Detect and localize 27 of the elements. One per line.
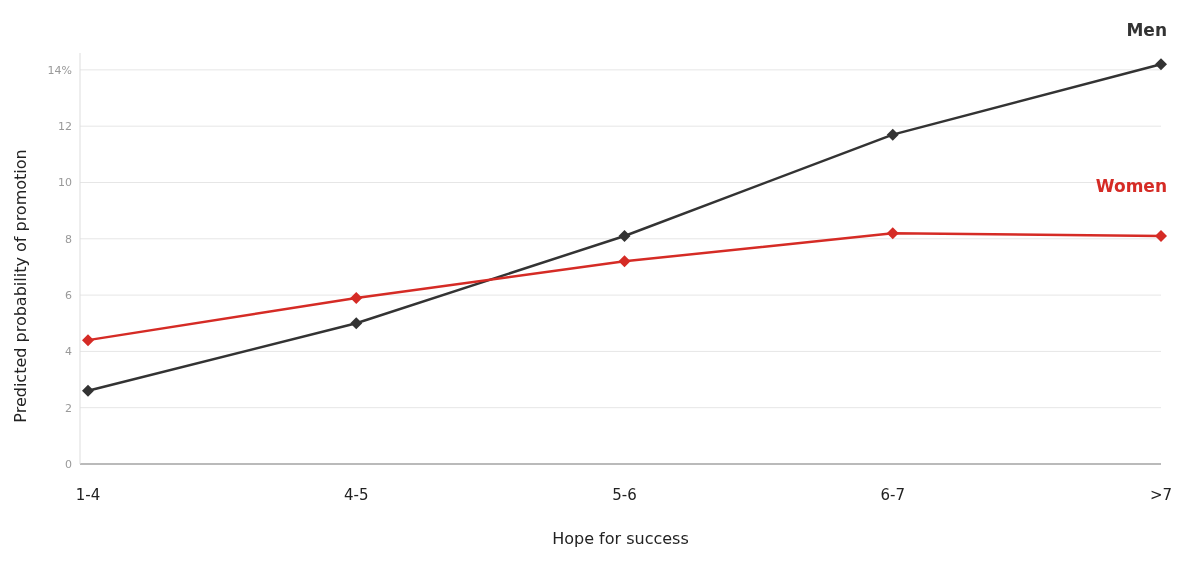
point bbox=[618, 255, 631, 268]
y-tick-label: 8 bbox=[65, 232, 72, 246]
y-tick-label: 0 bbox=[65, 458, 72, 471]
point bbox=[886, 128, 899, 141]
text: Women bbox=[1095, 175, 1167, 196]
point bbox=[1155, 58, 1167, 71]
point bbox=[1155, 229, 1167, 242]
x-tick-label: 6-7 bbox=[880, 486, 905, 504]
point bbox=[618, 229, 631, 242]
series-label: Men bbox=[1126, 20, 1167, 41]
y-axis-title: Predicted probability of promotion bbox=[11, 149, 30, 423]
y-tick-label: 2 bbox=[65, 401, 72, 415]
y-tick-label: 4 bbox=[65, 345, 72, 359]
x-tick-label: 5-6 bbox=[612, 486, 637, 504]
point bbox=[82, 334, 94, 347]
point bbox=[350, 291, 363, 304]
point bbox=[350, 317, 363, 330]
y-tick-label: 12 bbox=[58, 120, 72, 134]
x-tick-label: >7 bbox=[1149, 486, 1173, 504]
y-tick-label: 14% bbox=[47, 63, 72, 77]
point bbox=[82, 384, 94, 397]
x-tick-label: 1-4 bbox=[75, 486, 101, 504]
y-tick-label: 6 bbox=[65, 289, 72, 303]
y-tick-label: 10 bbox=[58, 176, 72, 190]
x-tick-label: 4-5 bbox=[344, 486, 369, 504]
x-axis-title: Hope for success bbox=[552, 529, 689, 548]
point bbox=[886, 227, 899, 240]
